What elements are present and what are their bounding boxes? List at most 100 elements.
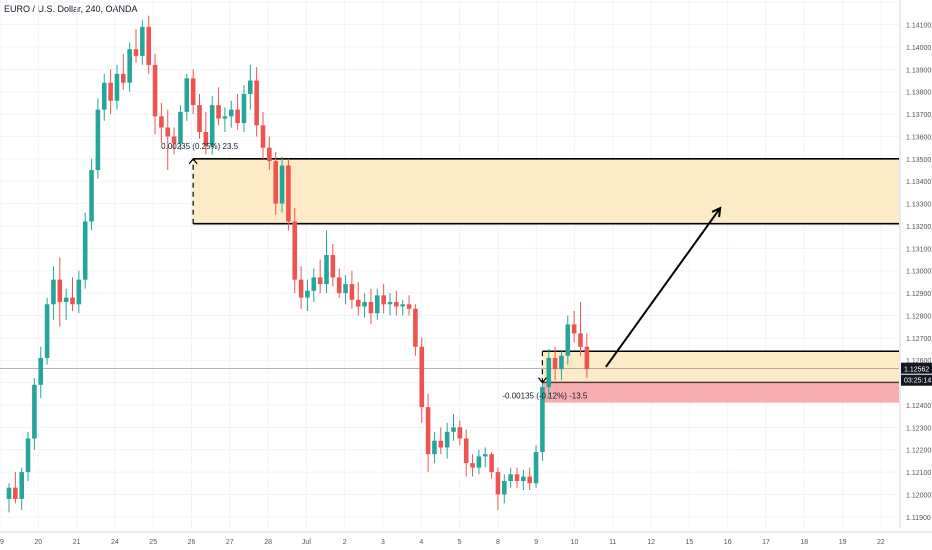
candle — [400, 299, 405, 316]
candle-body — [57, 279, 63, 303]
candle-body — [279, 165, 285, 204]
candle-body — [540, 387, 545, 452]
candle — [241, 85, 247, 132]
candle — [444, 422, 450, 459]
candle-body — [76, 279, 82, 305]
candle-body — [248, 80, 253, 94]
candle — [527, 467, 532, 490]
x-tick-label: 12 — [647, 539, 655, 546]
candle — [127, 42, 132, 92]
x-tick-label: 27 — [226, 539, 234, 546]
candle — [381, 284, 386, 314]
current-price-label: 1.12562 — [904, 367, 929, 374]
candle — [235, 93, 240, 130]
y-tick-label: 1.12400 — [906, 403, 931, 410]
candle-body — [419, 346, 425, 408]
x-tick-label: 3 — [381, 539, 385, 546]
chart-title: EURO / U.S. Dollar, 240, OANDA — [4, 4, 138, 14]
candle — [13, 472, 18, 504]
candle-body — [6, 487, 12, 499]
candle — [121, 53, 126, 90]
candle — [463, 429, 469, 477]
y-tick-label: 1.13900 — [906, 67, 931, 74]
candle-body — [387, 302, 393, 305]
x-tick-label: 20 — [34, 539, 42, 546]
y-tick-label: 1.12800 — [906, 313, 931, 320]
candle — [63, 288, 69, 320]
candle — [311, 268, 317, 303]
candle — [565, 315, 571, 365]
candle-body — [140, 26, 145, 56]
x-tick-label: 19 — [0, 539, 4, 546]
candle-body — [171, 136, 177, 144]
candle — [190, 69, 196, 115]
y-tick-label: 1.13500 — [906, 157, 931, 164]
candle-body — [165, 127, 171, 137]
candle — [178, 105, 183, 150]
candle-body — [44, 304, 50, 358]
candle-body — [463, 438, 469, 464]
candle-body — [108, 82, 113, 101]
candle-body — [19, 472, 24, 499]
candle — [362, 293, 367, 318]
candle-body — [95, 109, 101, 171]
candle — [32, 378, 37, 450]
candle — [260, 111, 266, 159]
candle-body — [311, 277, 317, 291]
candle — [76, 270, 82, 314]
candle-body — [260, 125, 266, 148]
y-tick-label: 1.13000 — [906, 269, 931, 276]
x-tick-label: 21 — [73, 539, 81, 546]
candle-body — [394, 302, 399, 307]
candle — [101, 73, 107, 121]
candle-body — [527, 476, 532, 484]
candle-body — [508, 474, 513, 482]
candle — [209, 96, 215, 155]
candle-body — [121, 73, 126, 83]
candle-body — [343, 284, 348, 294]
candle — [470, 454, 475, 477]
candle — [254, 67, 259, 137]
y-tick-label: 1.12000 — [906, 492, 931, 499]
candle-body — [546, 357, 552, 388]
x-tick-label: 22 — [877, 539, 885, 546]
candle — [114, 64, 120, 110]
candle — [546, 349, 552, 399]
candle-body — [267, 147, 272, 162]
candle — [197, 93, 202, 139]
candle-body — [197, 105, 202, 132]
candle-body — [159, 116, 164, 128]
y-tick-label: 1.13800 — [906, 90, 931, 97]
candle — [349, 270, 355, 309]
x-tick-label: 18 — [800, 539, 808, 546]
x-tick-label: 16 — [724, 539, 732, 546]
candle-body — [228, 109, 234, 117]
candle — [286, 158, 291, 231]
candle-body — [89, 170, 94, 222]
candle-body — [368, 302, 374, 314]
candle — [432, 431, 437, 464]
candle-body — [444, 431, 450, 448]
candle-body — [565, 324, 571, 356]
candle — [394, 290, 399, 316]
x-tick-label: 11 — [609, 539, 616, 546]
candle-body — [451, 427, 456, 432]
candle — [6, 483, 12, 513]
projection-line — [605, 207, 722, 368]
x-tick-label: 9 — [534, 539, 538, 546]
candle-body — [184, 78, 190, 112]
x-tick-label: 25 — [149, 539, 157, 546]
candle — [51, 266, 56, 320]
candle-body — [381, 295, 386, 305]
projection-arrow — [605, 206, 722, 368]
x-tick-label: 8 — [496, 539, 500, 546]
candle-body — [114, 73, 120, 101]
candle — [273, 152, 278, 215]
candle-body — [482, 454, 488, 457]
candle — [419, 337, 425, 423]
measure-lower-label: -0.00135 (-0.12%) -13.5 — [502, 392, 587, 401]
candle-body — [127, 49, 132, 83]
x-tick-label: 28 — [264, 539, 272, 546]
x-axis: 19 20 21 24 25 26 27 28 Jul 2 3 4 5 8 9 10 11 12 15 16 17 18 1… — [0, 531, 932, 546]
